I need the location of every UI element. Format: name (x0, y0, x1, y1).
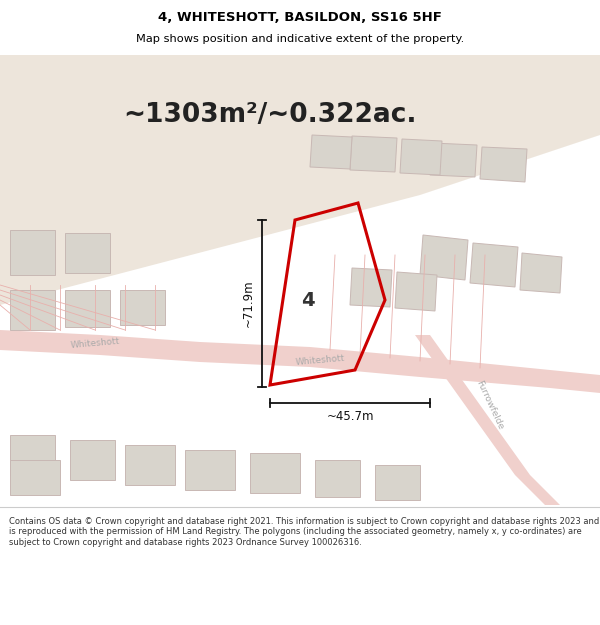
Polygon shape (430, 143, 477, 177)
Polygon shape (415, 335, 560, 505)
Text: Whiteshott: Whiteshott (295, 353, 345, 367)
Polygon shape (10, 230, 55, 275)
Polygon shape (480, 147, 527, 182)
Polygon shape (420, 235, 468, 280)
Polygon shape (120, 290, 165, 325)
Polygon shape (310, 135, 352, 169)
Polygon shape (10, 435, 55, 475)
Polygon shape (65, 290, 110, 327)
Text: Whiteshott: Whiteshott (70, 336, 120, 349)
Polygon shape (0, 330, 600, 393)
Polygon shape (0, 55, 600, 305)
Text: 4, WHITESHOTT, BASILDON, SS16 5HF: 4, WHITESHOTT, BASILDON, SS16 5HF (158, 11, 442, 24)
Polygon shape (315, 460, 360, 497)
Polygon shape (10, 290, 55, 330)
Polygon shape (395, 272, 437, 311)
Polygon shape (375, 465, 420, 500)
Polygon shape (400, 139, 442, 175)
Polygon shape (185, 450, 235, 490)
Text: 4: 4 (301, 291, 315, 309)
Text: ~1303m²/~0.322ac.: ~1303m²/~0.322ac. (123, 102, 417, 128)
Text: ~45.7m: ~45.7m (326, 411, 374, 424)
Polygon shape (125, 445, 175, 485)
Polygon shape (70, 440, 115, 480)
Polygon shape (65, 233, 110, 273)
Polygon shape (520, 253, 562, 293)
Text: ~71.9m: ~71.9m (241, 280, 254, 328)
Text: Map shows position and indicative extent of the property.: Map shows position and indicative extent… (136, 34, 464, 44)
Text: Furrowfelde: Furrowfelde (475, 379, 505, 431)
Polygon shape (10, 460, 60, 495)
Polygon shape (350, 268, 392, 307)
Polygon shape (470, 243, 518, 287)
Polygon shape (350, 136, 397, 172)
Text: Contains OS data © Crown copyright and database right 2021. This information is : Contains OS data © Crown copyright and d… (9, 517, 599, 547)
Polygon shape (250, 453, 300, 493)
